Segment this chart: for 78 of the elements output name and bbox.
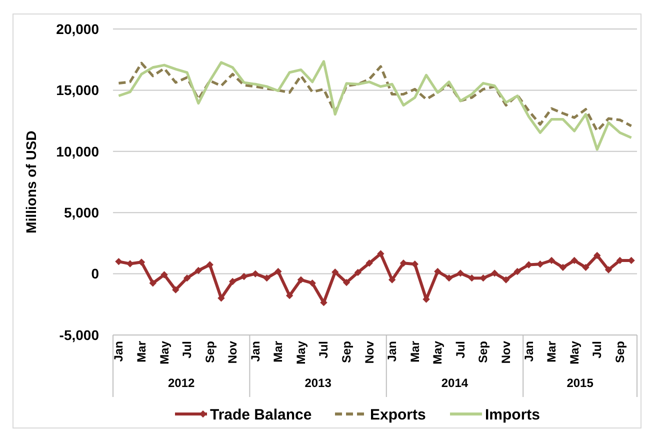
point [536,260,544,268]
point [514,268,521,276]
y-tick-label: 15,000 [56,82,100,98]
point [434,268,442,276]
point [377,250,384,258]
point [480,274,487,282]
point [604,266,612,274]
x-tick-label: Jan [385,341,400,362]
x-tick-label: Sep [340,341,354,364]
x-tick-label: Jan [248,341,262,362]
point [491,270,498,277]
point [160,271,168,278]
x-tick-label: May [567,340,582,364]
y-tick-label: 0 [91,266,100,282]
point [263,274,270,282]
point [468,274,476,282]
x-tick-label: Jul [590,341,604,358]
line-series [117,60,633,151]
point [445,274,453,282]
x-tick-label: May [157,340,172,364]
y-tick-label: 10,000 [56,143,100,160]
point [229,278,236,286]
x-tick-label: Jul [180,341,194,358]
point [240,272,248,280]
y-tick-label: 5,000 [64,204,100,220]
x-tick-label: Jan [112,341,126,362]
x-tick-label: Mar [134,340,148,362]
x-tick-label: Jan [522,341,536,362]
point [126,260,134,268]
legend-label: Trade Balance [210,406,312,424]
point [411,260,418,268]
x-tick-label: Nov [226,340,240,364]
legend-label: Exports [370,406,426,424]
x-tick-label: Mar [271,340,286,362]
x-tick-label: May [294,340,308,364]
x-tick-label: Sep [202,341,217,364]
point [252,270,259,278]
point [194,266,202,274]
x-tick-label: Jul [453,341,468,358]
point [297,276,305,284]
y-axis-title: Millions of USD [23,130,39,234]
legend-label: Imports [485,406,540,424]
point [115,258,122,266]
x-tick-label: Nov [362,340,376,364]
point [456,270,464,277]
point [559,264,567,272]
point [172,286,180,294]
point [183,274,191,282]
text: 2015 [566,376,594,390]
x-tick-label: Mar [408,340,422,362]
x-tick-label: Jul [316,341,331,358]
point [308,280,316,287]
text: 2012 [168,376,196,390]
point [502,276,510,284]
point [388,276,396,284]
point [354,268,362,276]
x-tick-label: Mar [544,340,559,362]
x-tick-label: Nov [499,340,513,364]
point [548,256,556,264]
point [582,264,590,272]
point [366,260,373,267]
x-tick-label: May [430,340,445,364]
text: 2013 [304,376,332,390]
point [332,268,339,276]
point [594,252,601,260]
point [525,261,532,268]
line-series [117,62,633,132]
text: 2014 [441,376,468,390]
point [206,261,214,268]
point [286,292,294,300]
point [274,268,282,276]
point [149,280,156,287]
point [342,278,350,286]
x-tick-label: Sep [476,341,490,364]
y-tick-label: -5,000 [59,326,100,343]
x-tick-label: Sep [612,341,627,364]
y-tick-label: 20,000 [56,20,100,37]
point [570,256,578,264]
